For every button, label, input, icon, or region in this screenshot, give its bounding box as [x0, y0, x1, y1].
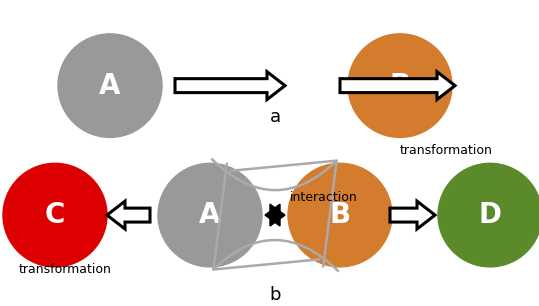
Circle shape — [348, 34, 452, 137]
Text: B: B — [329, 201, 350, 229]
Text: B: B — [390, 72, 411, 100]
Polygon shape — [390, 201, 435, 229]
Circle shape — [58, 34, 162, 137]
Polygon shape — [340, 72, 455, 99]
Text: b: b — [270, 286, 281, 304]
Text: transformation: transformation — [400, 144, 493, 157]
Text: D: D — [479, 201, 501, 229]
FancyArrowPatch shape — [213, 164, 338, 271]
Polygon shape — [175, 72, 285, 99]
Circle shape — [438, 163, 539, 267]
Text: A: A — [99, 72, 121, 100]
Text: C: C — [45, 201, 65, 229]
Text: transformation: transformation — [18, 263, 112, 276]
Circle shape — [158, 163, 262, 267]
FancyArrowPatch shape — [212, 159, 336, 267]
Polygon shape — [107, 201, 150, 229]
Polygon shape — [265, 204, 285, 226]
Circle shape — [3, 163, 107, 267]
Text: A: A — [199, 201, 221, 229]
Text: interaction: interaction — [290, 191, 358, 204]
Text: a: a — [270, 109, 281, 126]
Circle shape — [288, 163, 392, 267]
